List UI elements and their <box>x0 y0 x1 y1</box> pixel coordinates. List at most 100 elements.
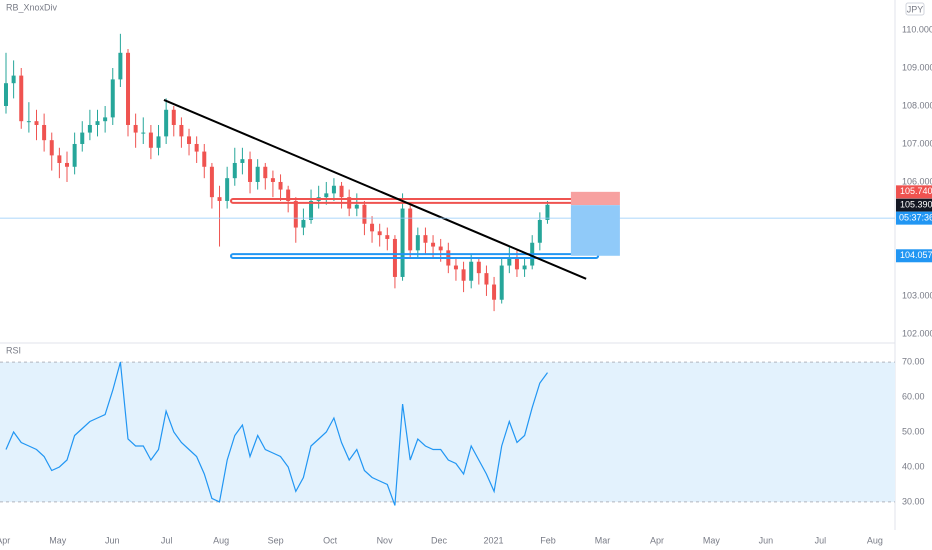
candle-body <box>133 124 138 133</box>
candle-body <box>431 242 436 247</box>
zone <box>229 253 600 259</box>
price-label: 104.057 <box>900 250 932 260</box>
candle-body <box>514 257 519 270</box>
candle-body <box>476 261 481 274</box>
x-tick-label: Jun <box>105 535 120 545</box>
position-stop <box>570 191 620 206</box>
rsi-band <box>0 362 895 502</box>
rsi-tick-label: 60.00 <box>902 391 925 401</box>
candle-body <box>293 200 298 228</box>
candle-body <box>171 109 176 125</box>
candle-body <box>118 52 123 80</box>
x-tick-label: May <box>703 535 721 545</box>
candle-body <box>438 246 443 251</box>
x-tick-label: May <box>49 535 67 545</box>
candle-body <box>110 79 115 118</box>
candle-body <box>370 223 375 232</box>
candle-body <box>545 204 550 220</box>
currency-label[interactable]: JPY <box>907 4 924 14</box>
candle-body <box>301 219 306 228</box>
rsi-line <box>5 361 548 506</box>
candle-body <box>286 189 291 201</box>
candle-body <box>461 269 466 281</box>
rsi-tick-label: 40.00 <box>902 461 925 471</box>
price-label-bg <box>896 185 932 199</box>
y-tick-label: 102.000 <box>902 328 932 338</box>
candle-body <box>354 204 359 209</box>
candle-body <box>469 261 474 281</box>
rsi-tick-label: 70.00 <box>902 357 925 367</box>
x-tick-label: Jul <box>815 535 827 545</box>
candle-body <box>34 121 39 125</box>
candle-body <box>408 208 413 251</box>
candle-body <box>202 151 207 167</box>
y-tick-label: 108.000 <box>902 100 932 110</box>
candle-body <box>148 132 153 148</box>
x-tick-label: Aug <box>213 535 229 545</box>
candle-body <box>492 284 497 300</box>
candle-body <box>248 159 253 182</box>
candle-body <box>484 273 489 285</box>
x-tick-label: Mar <box>595 535 611 545</box>
y-tick-label: 109.000 <box>902 62 932 72</box>
countdown-bg <box>896 211 932 225</box>
candle-body <box>309 200 314 220</box>
candle-body <box>11 75 16 84</box>
candle-body <box>423 235 428 243</box>
x-tick-label: Sep <box>268 535 284 545</box>
candle-body <box>3 83 8 106</box>
candle-body <box>507 257 512 266</box>
candle-body <box>324 193 329 198</box>
position-target <box>570 205 620 256</box>
candle-body <box>278 181 283 190</box>
candle-body <box>377 231 382 236</box>
x-tick-label: Jun <box>759 535 774 545</box>
candle-body <box>331 185 336 194</box>
candle-body <box>194 143 199 152</box>
trendline <box>163 98 587 280</box>
candle-body <box>263 166 268 179</box>
x-tick-label: Apr <box>0 535 10 545</box>
rsi-tick-label: 30.00 <box>902 496 925 506</box>
candle-body <box>49 140 54 156</box>
candle-body <box>415 235 420 251</box>
x-tick-label: Dec <box>431 535 448 545</box>
price-label-bg <box>896 198 932 212</box>
candle-body <box>537 219 542 243</box>
x-tick-label: Feb <box>540 535 556 545</box>
candle-body <box>385 235 390 239</box>
candle-body <box>240 159 245 163</box>
candle-body <box>156 136 161 148</box>
rsi-label: RSI <box>6 345 21 355</box>
candle-body <box>42 124 47 141</box>
candle-body <box>339 185 344 198</box>
y-tick-label: 103.000 <box>902 290 932 300</box>
x-tick-label: Apr <box>650 535 664 545</box>
candle-body <box>362 204 367 224</box>
candle-body <box>95 121 100 125</box>
countdown: 05:37:36 <box>899 213 932 223</box>
candle-body <box>65 162 70 167</box>
currency-box[interactable] <box>905 2 925 16</box>
candle-body <box>209 166 214 198</box>
candle-body <box>255 166 260 182</box>
candle-body <box>80 132 85 144</box>
x-tick-label: 2021 <box>484 535 504 545</box>
candle-body <box>232 162 237 179</box>
price-label: 105.390 <box>900 200 932 210</box>
x-tick-label: Oct <box>323 535 338 545</box>
candle-body <box>19 75 24 122</box>
candle-body <box>225 178 230 201</box>
candle-body <box>499 265 504 300</box>
candle-body <box>141 132 146 134</box>
candle-body <box>72 143 77 167</box>
candle-body <box>400 208 405 277</box>
rsi-tick-label: 50.00 <box>902 426 925 436</box>
price-label: 105.740 <box>900 186 932 196</box>
candle-body <box>57 155 62 163</box>
candle-body <box>179 124 184 137</box>
x-tick-label: Jul <box>161 535 173 545</box>
y-tick-label: 107.000 <box>902 138 932 148</box>
candle-body <box>522 265 527 270</box>
